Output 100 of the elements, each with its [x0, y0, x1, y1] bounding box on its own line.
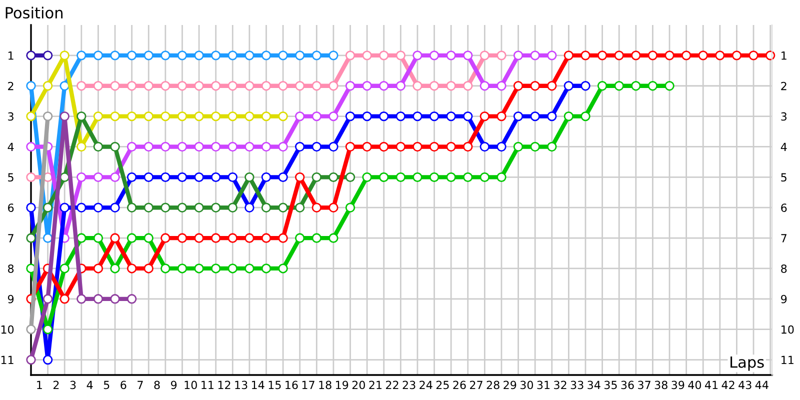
point [564, 111, 574, 122]
y2-tick-label: 7 [781, 234, 786, 242]
y-tick-label: 9 [8, 294, 14, 304]
point [412, 81, 422, 91]
point [76, 294, 86, 304]
point [278, 172, 288, 182]
point [564, 81, 574, 91]
x-tick-label: 38 [654, 380, 668, 390]
point [294, 142, 305, 152]
point [328, 50, 338, 60]
point [26, 111, 36, 122]
y-tick-label: 4 [8, 142, 14, 151]
x-tick-label: 23 [402, 380, 416, 390]
point [496, 172, 506, 182]
y2-tick-label: 6 [781, 204, 787, 212]
x-tick-label: 30 [520, 380, 534, 390]
y2-tick-label: 8 [781, 264, 787, 273]
point [429, 50, 440, 60]
point [177, 111, 188, 122]
point [26, 233, 36, 243]
x-tick-label: 6 [120, 380, 126, 390]
point [194, 172, 204, 182]
x-tick-label: 17 [302, 380, 314, 389]
x-tick-label: 12 [218, 380, 230, 389]
point [312, 50, 322, 60]
point [513, 50, 524, 60]
point [345, 50, 356, 60]
point [294, 111, 305, 122]
point [177, 202, 188, 212]
point [244, 202, 254, 212]
x-tick-label: 14 [252, 380, 264, 389]
point [429, 81, 440, 91]
x-tick-label: 43 [738, 380, 752, 390]
y-tick-label: 6 [8, 204, 14, 212]
y-tick-label: 7 [8, 234, 14, 242]
point [42, 50, 53, 60]
x-tick-label: 9 [170, 380, 177, 390]
point [294, 50, 305, 60]
point [126, 142, 137, 152]
point [345, 81, 356, 91]
point [194, 264, 204, 274]
point [160, 50, 170, 60]
point [144, 233, 154, 243]
point [60, 111, 70, 122]
point [93, 264, 104, 274]
x-tick-label: 34 [588, 380, 600, 390]
point [261, 81, 272, 91]
point [110, 294, 120, 304]
point [160, 233, 170, 243]
point [60, 264, 70, 274]
point [244, 264, 254, 274]
point [362, 172, 372, 182]
point [110, 142, 120, 152]
point [110, 81, 120, 91]
point [244, 233, 254, 243]
point [530, 50, 540, 60]
point [93, 142, 104, 152]
point [396, 81, 406, 91]
y2-tick-label: 4 [780, 142, 787, 151]
point [261, 111, 272, 122]
x-tick-label: 19 [336, 380, 348, 390]
point [513, 81, 524, 91]
point [446, 142, 456, 152]
point [328, 111, 338, 122]
point [194, 142, 204, 152]
point [93, 202, 104, 212]
point [60, 81, 70, 91]
point [480, 81, 490, 91]
point [42, 354, 53, 365]
x-tick-label: 1 [37, 380, 42, 389]
point [278, 81, 288, 91]
point [60, 294, 70, 304]
y-tick-label: 2 [8, 82, 14, 90]
point [547, 50, 557, 60]
point [177, 81, 188, 91]
point [580, 111, 590, 122]
point [412, 142, 422, 152]
point [194, 233, 204, 243]
point [126, 81, 137, 91]
x-tick-label: 27 [470, 380, 482, 389]
point [26, 81, 36, 91]
point [580, 81, 590, 91]
x-tick-label: 33 [570, 380, 584, 390]
point [446, 50, 456, 60]
point [210, 50, 221, 60]
point [446, 81, 456, 91]
x-tick-label: 7 [138, 380, 143, 389]
point [345, 202, 356, 212]
x-axis-title: Laps [730, 356, 764, 371]
point [126, 294, 137, 304]
point [261, 264, 272, 274]
point [480, 111, 490, 122]
point [210, 172, 221, 182]
x-tick-label: 18 [319, 380, 332, 390]
x-tick-label: 22 [386, 380, 398, 389]
point [244, 111, 254, 122]
x-tick-label: 41 [704, 380, 718, 389]
point [496, 142, 506, 152]
point [480, 142, 490, 152]
point [228, 264, 238, 274]
